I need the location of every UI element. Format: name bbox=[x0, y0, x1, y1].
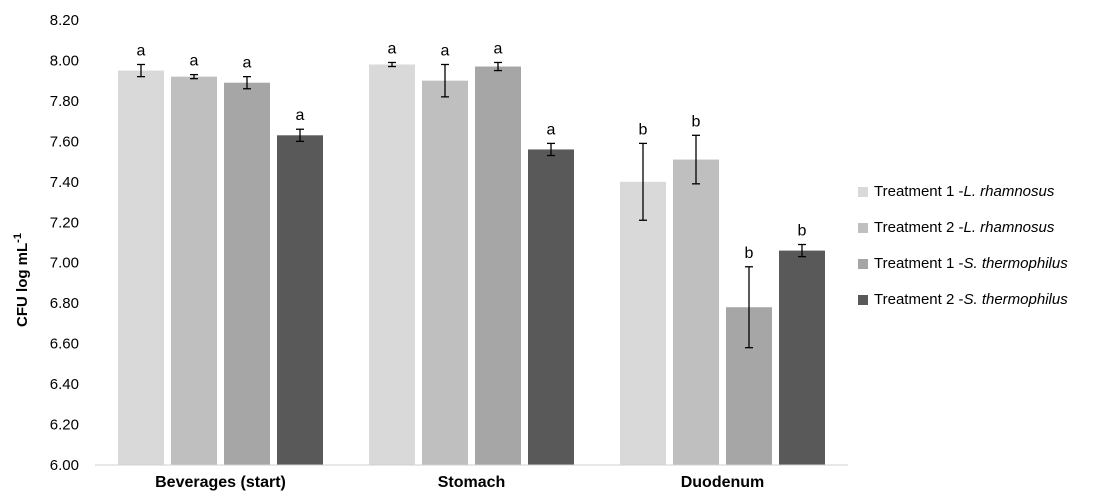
significance-label: a bbox=[388, 40, 397, 57]
y-tick-label: 6.60 bbox=[50, 336, 79, 353]
error-bars bbox=[137, 61, 806, 349]
y-tick-label: 7.20 bbox=[50, 214, 79, 231]
x-category-label: Beverages (start) bbox=[155, 474, 286, 491]
x-category-label: Duodenum bbox=[681, 474, 765, 491]
legend-item: Treatment 2 - S. thermophilus bbox=[858, 291, 1108, 308]
bar bbox=[422, 80, 468, 465]
significance-label: b bbox=[798, 223, 807, 240]
legend-swatch bbox=[858, 294, 868, 305]
legend-species: S. thermophilus bbox=[963, 255, 1068, 272]
significance-label: a bbox=[441, 43, 450, 60]
bar bbox=[369, 64, 415, 465]
significance-label: b bbox=[639, 121, 648, 138]
legend: Treatment 1 - L. rhamnosus Treatment 2 - … bbox=[858, 183, 1108, 327]
x-category-label: Stomach bbox=[438, 474, 506, 491]
legend-item: Treatment 2 - L. rhamnosus bbox=[858, 219, 1108, 236]
legend-label: Treatment 2 - bbox=[874, 219, 964, 236]
legend-item: Treatment 1 - L. rhamnosus bbox=[858, 183, 1108, 200]
significance-label: a bbox=[190, 53, 199, 70]
significance-label: b bbox=[745, 245, 754, 262]
significance-label: b bbox=[692, 113, 701, 130]
significance-label: a bbox=[296, 107, 305, 124]
legend-label: Treatment 1 - bbox=[874, 255, 964, 272]
bar bbox=[673, 159, 719, 465]
y-axis-ticks: 6.00 6.20 6.40 6.60 6.80 7.00 7.20 7.40 7.60 7.80… bbox=[50, 12, 79, 474]
y-tick-label: 6.80 bbox=[50, 295, 79, 312]
bar bbox=[224, 82, 270, 466]
bar bbox=[620, 181, 666, 465]
y-tick-label: 7.60 bbox=[50, 133, 79, 150]
legend-label: Treatment 2 - bbox=[874, 291, 964, 308]
legend-species: L. rhamnosus bbox=[963, 219, 1055, 236]
bar bbox=[277, 135, 323, 465]
significance-label: a bbox=[494, 40, 503, 57]
y-tick-label: 6.40 bbox=[50, 376, 79, 393]
bar bbox=[779, 250, 825, 465]
legend-swatch bbox=[858, 258, 868, 269]
y-tick-label: 7.40 bbox=[50, 174, 79, 191]
y-tick-label: 8.20 bbox=[50, 12, 79, 29]
bar bbox=[475, 66, 521, 465]
significance-label: a bbox=[547, 121, 556, 138]
significance-label: a bbox=[243, 55, 252, 72]
significance-labels: a a a a a a a a b b b b bbox=[137, 40, 807, 261]
y-tick-label: 8.00 bbox=[50, 52, 79, 69]
y-tick-label: 6.20 bbox=[50, 417, 79, 434]
legend-label: Treatment 1 - bbox=[874, 183, 964, 200]
x-axis-category-labels: Beverages (start) Stomach Duodenum bbox=[155, 474, 764, 491]
y-axis-label: CFU log mL-1 bbox=[12, 233, 31, 327]
bar bbox=[171, 76, 217, 466]
significance-label: a bbox=[137, 43, 146, 60]
legend-swatch bbox=[858, 186, 868, 197]
y-tick-label: 6.00 bbox=[50, 457, 79, 474]
y-tick-label: 7.80 bbox=[50, 93, 79, 110]
legend-swatch bbox=[858, 222, 868, 233]
legend-item: Treatment 1 - S. thermophilus bbox=[858, 255, 1108, 272]
bars bbox=[118, 64, 825, 466]
legend-species: S. thermophilus bbox=[963, 291, 1068, 308]
legend-species: L. rhamnosus bbox=[963, 183, 1055, 200]
y-tick-label: 7.00 bbox=[50, 255, 79, 272]
bar bbox=[528, 149, 574, 466]
bar bbox=[118, 70, 164, 466]
